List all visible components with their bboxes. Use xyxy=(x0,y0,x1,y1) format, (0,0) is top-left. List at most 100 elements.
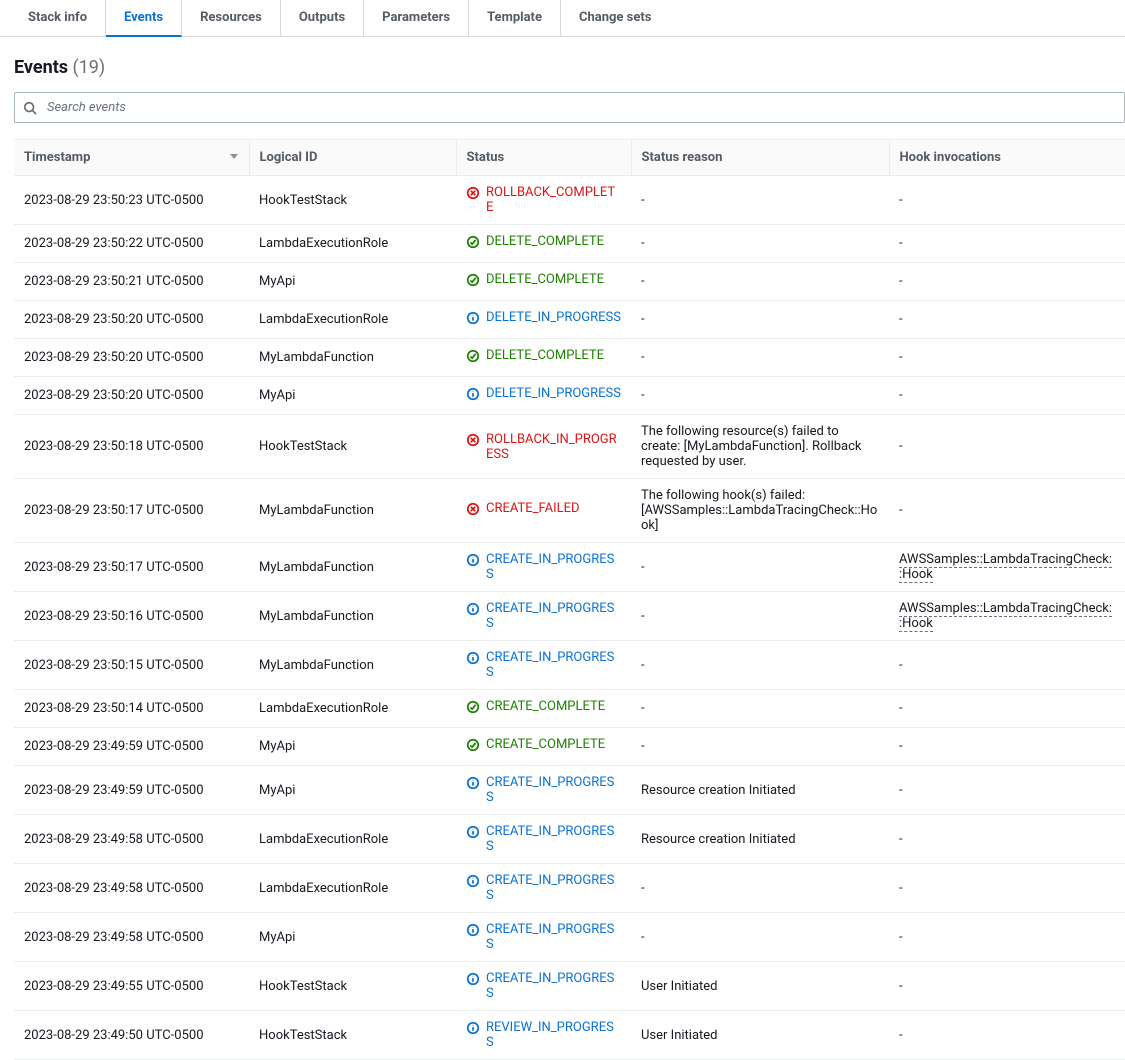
cell-status: DELETE_COMPLETE xyxy=(456,225,631,263)
status-wrapper: DELETE_COMPLETE xyxy=(466,272,621,291)
cell-status: CREATE_COMPLETE xyxy=(456,728,631,766)
cell-timestamp: 2023-08-29 23:49:59 UTC-0500 xyxy=(14,766,249,815)
col-logical-id[interactable]: Logical ID xyxy=(249,140,456,176)
cell-hook: - xyxy=(889,913,1125,962)
cell-status-reason: - xyxy=(631,641,889,690)
table-row: 2023-08-29 23:49:55 UTC-0500HookTestStac… xyxy=(14,962,1125,1011)
cell-hook: - xyxy=(889,815,1125,864)
cell-timestamp: 2023-08-29 23:50:14 UTC-0500 xyxy=(14,690,249,728)
cell-hook: - xyxy=(889,962,1125,1011)
cell-hook: AWSSamples::LambdaTracingCheck::Hook xyxy=(889,543,1125,592)
table-row: 2023-08-29 23:49:58 UTC-0500MyApiCREATE_… xyxy=(14,913,1125,962)
cell-hook: - xyxy=(889,301,1125,339)
hook-link[interactable]: AWSSamples::LambdaTracingCheck::Hook xyxy=(899,601,1112,632)
cell-logical-id: HookTestStack xyxy=(249,1011,456,1060)
tab-template[interactable]: Template xyxy=(469,0,561,36)
cell-timestamp: 2023-08-29 23:49:55 UTC-0500 xyxy=(14,962,249,1011)
tab-parameters[interactable]: Parameters xyxy=(364,0,469,36)
cell-status: ROLLBACK_IN_PROGRESS xyxy=(456,415,631,479)
cell-status-reason: - xyxy=(631,377,889,415)
cell-status-reason: The following hook(s) failed: [AWSSample… xyxy=(631,479,889,543)
cell-status-reason: Resource creation Initiated xyxy=(631,766,889,815)
table-header-row: Timestamp Logical ID Status Status reaso… xyxy=(14,140,1125,176)
col-status[interactable]: Status xyxy=(456,140,631,176)
cell-hook: - xyxy=(889,864,1125,913)
cell-hook: - xyxy=(889,766,1125,815)
events-tbody: 2023-08-29 23:50:23 UTC-0500HookTestStac… xyxy=(14,176,1125,1060)
events-section: Events (19) Timestamp Logical ID Status xyxy=(0,37,1125,1060)
tab-events[interactable]: Events xyxy=(106,0,182,37)
cell-status: ROLLBACK_COMPLETE xyxy=(456,176,631,225)
cell-status-reason: - xyxy=(631,225,889,263)
cell-status: CREATE_IN_PROGRESS xyxy=(456,913,631,962)
status-text: REVIEW_IN_PROGRESS xyxy=(486,1020,621,1050)
cell-timestamp: 2023-08-29 23:50:20 UTC-0500 xyxy=(14,339,249,377)
status-wrapper: CREATE_IN_PROGRESS xyxy=(466,824,621,854)
table-row: 2023-08-29 23:50:18 UTC-0500HookTestStac… xyxy=(14,415,1125,479)
sort-desc-icon xyxy=(229,150,239,165)
cell-status: CREATE_IN_PROGRESS xyxy=(456,543,631,592)
col-status-reason[interactable]: Status reason xyxy=(631,140,889,176)
cell-status-reason: - xyxy=(631,864,889,913)
cell-status: CREATE_FAILED xyxy=(456,479,631,543)
cell-status: DELETE_IN_PROGRESS xyxy=(456,377,631,415)
tab-stack-info[interactable]: Stack info xyxy=(10,0,106,36)
cell-status-reason: - xyxy=(631,592,889,641)
status-text: CREATE_IN_PROGRESS xyxy=(486,922,621,952)
status-wrapper: CREATE_COMPLETE xyxy=(466,737,621,756)
cell-logical-id: MyLambdaFunction xyxy=(249,592,456,641)
info-icon xyxy=(466,1020,480,1039)
cell-hook: - xyxy=(889,479,1125,543)
status-wrapper: ROLLBACK_IN_PROGRESS xyxy=(466,432,621,462)
cell-timestamp: 2023-08-29 23:49:58 UTC-0500 xyxy=(14,815,249,864)
table-row: 2023-08-29 23:50:21 UTC-0500MyApiDELETE_… xyxy=(14,263,1125,301)
table-row: 2023-08-29 23:49:59 UTC-0500MyApiCREATE_… xyxy=(14,766,1125,815)
cell-logical-id: LambdaExecutionRole xyxy=(249,301,456,339)
cell-logical-id: HookTestStack xyxy=(249,415,456,479)
cell-status: REVIEW_IN_PROGRESS xyxy=(456,1011,631,1060)
cell-timestamp: 2023-08-29 23:50:22 UTC-0500 xyxy=(14,225,249,263)
cell-status-reason: The following resource(s) failed to crea… xyxy=(631,415,889,479)
cell-hook: - xyxy=(889,263,1125,301)
cell-hook: - xyxy=(889,690,1125,728)
status-text: DELETE_IN_PROGRESS xyxy=(486,386,621,401)
tab-change-sets[interactable]: Change sets xyxy=(561,0,669,36)
cell-timestamp: 2023-08-29 23:49:59 UTC-0500 xyxy=(14,728,249,766)
tab-outputs[interactable]: Outputs xyxy=(281,0,364,36)
status-text: CREATE_IN_PROGRESS xyxy=(486,775,621,805)
cell-status: CREATE_COMPLETE xyxy=(456,690,631,728)
cell-status-reason: User Initiated xyxy=(631,1011,889,1060)
hook-link[interactable]: AWSSamples::LambdaTracingCheck::Hook xyxy=(899,552,1112,583)
success-icon xyxy=(466,234,480,253)
tab-resources[interactable]: Resources xyxy=(182,0,281,36)
cell-status-reason: - xyxy=(631,913,889,962)
status-wrapper: DELETE_IN_PROGRESS xyxy=(466,310,621,329)
search-input[interactable] xyxy=(14,92,1125,123)
cell-status-reason: - xyxy=(631,176,889,225)
status-text: CREATE_IN_PROGRESS xyxy=(486,601,621,631)
status-text: CREATE_IN_PROGRESS xyxy=(486,971,621,1001)
status-text: ROLLBACK_COMPLETE xyxy=(486,185,621,215)
table-row: 2023-08-29 23:49:50 UTC-0500HookTestStac… xyxy=(14,1011,1125,1060)
cell-hook: - xyxy=(889,1011,1125,1060)
success-icon xyxy=(466,699,480,718)
table-row: 2023-08-29 23:50:20 UTC-0500MyLambdaFunc… xyxy=(14,339,1125,377)
cell-status: DELETE_COMPLETE xyxy=(456,339,631,377)
status-text: CREATE_FAILED xyxy=(486,501,580,516)
cell-status-reason: - xyxy=(631,263,889,301)
cell-timestamp: 2023-08-29 23:50:21 UTC-0500 xyxy=(14,263,249,301)
info-icon xyxy=(466,552,480,571)
cell-status-reason: - xyxy=(631,543,889,592)
status-wrapper: DELETE_IN_PROGRESS xyxy=(466,386,621,405)
cell-logical-id: MyApi xyxy=(249,377,456,415)
events-title-text: Events xyxy=(14,57,68,78)
cell-status: CREATE_IN_PROGRESS xyxy=(456,641,631,690)
col-timestamp[interactable]: Timestamp xyxy=(14,140,249,176)
status-wrapper: CREATE_IN_PROGRESS xyxy=(466,971,621,1001)
search-wrap xyxy=(14,92,1125,123)
col-hook[interactable]: Hook invocations xyxy=(889,140,1125,176)
cell-logical-id: MyLambdaFunction xyxy=(249,641,456,690)
cell-hook: - xyxy=(889,377,1125,415)
cell-hook: - xyxy=(889,176,1125,225)
status-text: DELETE_COMPLETE xyxy=(486,348,604,363)
